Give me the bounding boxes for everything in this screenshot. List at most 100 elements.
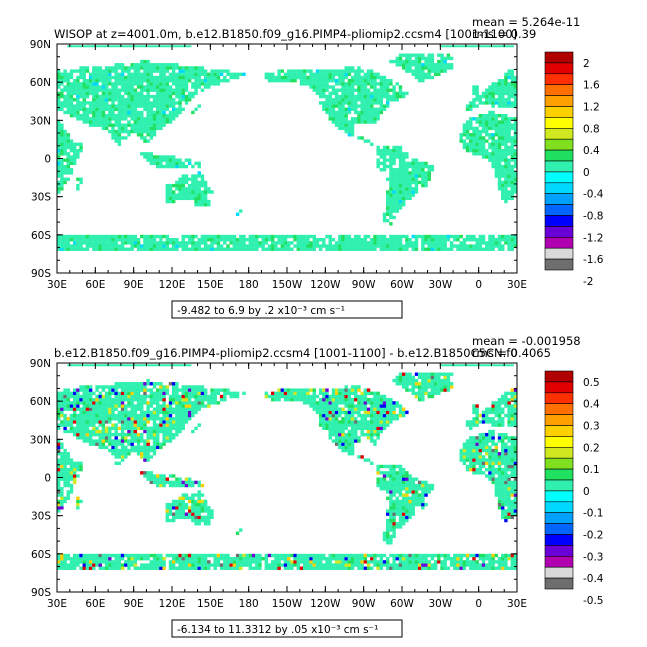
data-cell (267, 238, 272, 242)
data-cell (334, 423, 339, 427)
data-cell (446, 66, 451, 70)
data-cell (341, 126, 345, 131)
data-cell (379, 566, 384, 570)
data-cell (104, 563, 109, 567)
data-cell (398, 56, 403, 61)
data-cell (146, 158, 150, 162)
data-cell (325, 560, 329, 564)
data-cell (328, 420, 332, 424)
data-cell (162, 123, 166, 127)
data-cell (306, 563, 310, 567)
data-cell (408, 477, 412, 481)
data-cell (117, 439, 122, 443)
data-cell (485, 241, 489, 245)
data-cell (280, 241, 284, 245)
data-cell (424, 563, 428, 567)
data-cell (136, 101, 141, 105)
data-cell (143, 88, 147, 92)
data-cell (459, 553, 463, 558)
data-cell (274, 234, 278, 239)
data-cell (57, 499, 61, 504)
data-cell (72, 234, 77, 239)
data-cell (165, 190, 169, 194)
data-cell (497, 136, 502, 140)
data-cell (66, 101, 70, 105)
data-cell (152, 120, 157, 124)
data-cell (357, 88, 361, 92)
data-cell (513, 493, 518, 497)
data-cell (98, 238, 102, 242)
data-cell (178, 515, 182, 520)
data-cell (338, 439, 342, 443)
data-cell (178, 477, 182, 481)
data-cell (497, 477, 502, 481)
data-cell (140, 448, 144, 453)
data-cell (472, 452, 476, 456)
data-cell (488, 94, 492, 99)
data-cell (165, 512, 169, 516)
data-cell (146, 563, 150, 567)
data-cell (127, 560, 131, 564)
data-cell (130, 66, 134, 70)
data-cell (108, 247, 112, 251)
data-cell (124, 82, 128, 86)
data-cell (219, 238, 224, 242)
data-cell (424, 241, 428, 245)
data-cell (379, 152, 384, 156)
data-cell (245, 247, 249, 251)
data-cell (341, 104, 345, 108)
data-cell (92, 442, 96, 446)
data-cell (421, 180, 425, 185)
data-cell (104, 107, 109, 111)
data-cell (130, 445, 134, 450)
data-cell (277, 241, 281, 245)
data-cell (421, 499, 425, 504)
data-cell (194, 502, 198, 507)
data-cell (82, 107, 86, 111)
data-cell (302, 234, 307, 239)
data-cell (136, 445, 141, 450)
data-cell (485, 467, 489, 472)
data-cell (405, 566, 409, 570)
data-cell (392, 525, 396, 529)
data-cell (382, 426, 387, 430)
data-cell (187, 158, 192, 162)
data-cell (197, 238, 201, 242)
data-cell (95, 123, 99, 127)
data-cell (318, 75, 323, 80)
data-cell (111, 91, 115, 96)
data-cell (88, 436, 93, 440)
data-cell (57, 136, 61, 140)
data-cell (133, 238, 138, 242)
data-cell (513, 464, 518, 469)
data-cell (216, 241, 221, 245)
data-cell (143, 452, 147, 456)
data-cell (136, 72, 141, 77)
data-cell (172, 101, 176, 105)
data-cell (392, 91, 396, 96)
data-cell (146, 120, 150, 124)
data-cell (274, 244, 278, 248)
data-cell (481, 461, 486, 465)
data-cell (472, 563, 476, 567)
data-cell (504, 161, 508, 166)
data-cell (491, 139, 495, 143)
data-cell (133, 566, 138, 570)
data-cell (63, 136, 67, 140)
data-cell (350, 436, 355, 440)
data-cell (507, 474, 511, 478)
data-cell (475, 448, 479, 453)
data-cell (373, 234, 377, 239)
data-cell (60, 78, 64, 83)
data-cell (258, 557, 262, 561)
data-cell (194, 234, 198, 239)
data-cell (152, 98, 157, 102)
data-cell (402, 480, 406, 485)
data-cell (341, 238, 345, 242)
data-cell (178, 187, 182, 191)
data-cell (69, 413, 74, 418)
data-cell (414, 502, 419, 507)
data-cell (66, 164, 70, 169)
data-cell (504, 477, 508, 481)
data-cell (156, 429, 160, 434)
